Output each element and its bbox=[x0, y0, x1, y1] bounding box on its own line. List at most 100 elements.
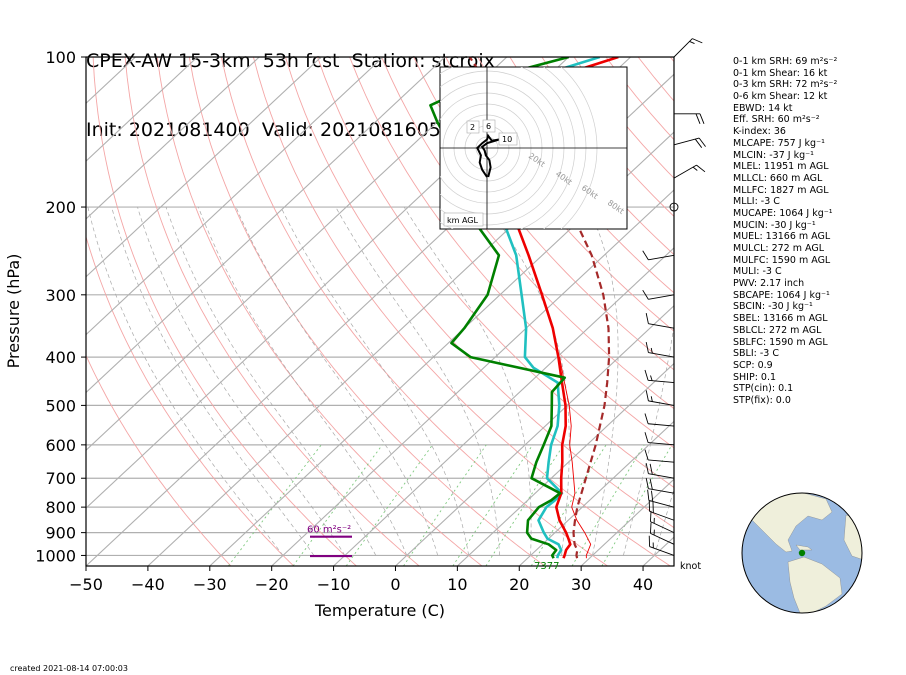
dry-adiabat bbox=[86, 235, 295, 566]
mixing-ratio-line bbox=[485, 444, 564, 566]
stat-line: 0-3 km SRH: 72 m²s⁻² bbox=[733, 79, 838, 91]
wind-barb bbox=[645, 390, 675, 406]
dry-adiabat bbox=[317, 57, 674, 489]
created-timestamp: created 2021-08-14 07:00:03 bbox=[10, 664, 128, 673]
station-marker bbox=[798, 549, 806, 557]
x-tick-label: 40 bbox=[633, 575, 653, 594]
stat-line: 0-1 km Shear: 16 kt bbox=[733, 67, 828, 79]
isotherm bbox=[271, 189, 674, 566]
moist-adiabat bbox=[111, 206, 315, 556]
x-tick-label: −30 bbox=[193, 575, 227, 594]
north-america-land bbox=[742, 493, 833, 553]
wind-unit-label: knot bbox=[680, 561, 701, 572]
x-tick-label: 30 bbox=[571, 575, 591, 594]
mixing-ratio-line bbox=[530, 444, 607, 566]
stat-line: SHIP: 0.1 bbox=[733, 371, 777, 383]
moist-adiabat bbox=[335, 206, 500, 556]
stat-line: MLCAPE: 757 J kg⁻¹ bbox=[733, 137, 825, 149]
hodograph-height-label: 10 bbox=[502, 135, 512, 144]
wind-barb bbox=[645, 341, 675, 358]
stat-line: MUEL: 13166 m AGL bbox=[733, 231, 831, 243]
isotherm bbox=[86, 57, 198, 162]
y-tick-label: 800 bbox=[45, 498, 76, 517]
x-tick-label: −20 bbox=[255, 575, 289, 594]
stat-line: MULI: -3 C bbox=[733, 266, 782, 278]
wind-barb bbox=[644, 413, 675, 427]
effective-srh-label: 60 m²s⁻² bbox=[307, 525, 351, 536]
stat-line: STP(cin): 0.1 bbox=[733, 383, 794, 395]
isotherm bbox=[580, 478, 674, 566]
stat-line: SBLI: -3 C bbox=[733, 348, 779, 360]
wind-barb bbox=[645, 313, 675, 329]
wind-barb bbox=[644, 449, 675, 463]
isotherm bbox=[395, 304, 674, 566]
stat-line: 0-6 km Shear: 12 kt bbox=[733, 91, 828, 103]
isotherm bbox=[518, 420, 674, 566]
stat-line: MLLI: -3 C bbox=[733, 196, 780, 208]
dry-adiabat bbox=[895, 57, 906, 566]
wind-barb bbox=[674, 113, 705, 124]
caribbean-land bbox=[795, 544, 813, 551]
wind-barb bbox=[647, 489, 675, 508]
dry-adiabat bbox=[477, 57, 674, 294]
hodograph-units-label: km AGL bbox=[447, 216, 479, 225]
stat-line: Eff. SRH: 60 m²s⁻² bbox=[733, 114, 820, 126]
stat-line: SCP: 0.9 bbox=[733, 359, 773, 371]
stats-panel: 0-1 km SRH: 69 m²s⁻² 0-1 km Shear: 16 kt 0… bbox=[733, 56, 837, 407]
wind-barb bbox=[644, 432, 675, 446]
wind-barb bbox=[673, 137, 706, 148]
moist-adiabat bbox=[87, 206, 284, 556]
dry-adiabat bbox=[124, 57, 420, 566]
wind-barb bbox=[645, 463, 675, 479]
wind-barb bbox=[673, 164, 706, 179]
moist-adiabat bbox=[623, 323, 674, 556]
y-tick-label: 300 bbox=[45, 286, 76, 305]
mixing-ratio-line bbox=[228, 444, 322, 566]
wind-barb bbox=[642, 250, 675, 261]
y-tick-label: 1000 bbox=[35, 546, 76, 565]
mixing-ratio-line bbox=[345, 444, 433, 566]
mixing-ratio-line bbox=[292, 444, 383, 566]
dry-adiabat bbox=[284, 57, 674, 529]
y-axis-label: Pressure (hPa) bbox=[4, 254, 23, 369]
y-tick-label: 400 bbox=[45, 348, 76, 367]
wind-barb bbox=[649, 522, 675, 545]
x-tick-label: −50 bbox=[69, 575, 103, 594]
wind-barb bbox=[649, 510, 675, 534]
dry-adiabat bbox=[92, 57, 357, 566]
moist-adiabat bbox=[165, 206, 377, 556]
wind-barb bbox=[644, 369, 675, 384]
lcl-label: 7377 bbox=[534, 561, 559, 572]
stat-line: SBLFC: 1590 m AGL bbox=[733, 336, 828, 348]
parcel-line bbox=[468, 57, 611, 559]
moist-adiabat bbox=[587, 206, 619, 556]
stat-line: MUCIN: -30 J kg⁻¹ bbox=[733, 219, 816, 231]
x-tick-label: 10 bbox=[447, 575, 467, 594]
dry-adiabat bbox=[381, 57, 674, 410]
x-axis-label: Temperature (C) bbox=[314, 601, 445, 620]
stat-line: K-index: 36 bbox=[733, 126, 786, 138]
stat-line: STP(fix): 0.0 bbox=[733, 394, 791, 406]
stat-line: SBCAPE: 1064 J kg⁻¹ bbox=[733, 289, 830, 301]
stat-line: MLLFC: 1827 m AGL bbox=[733, 184, 829, 196]
x-tick-label: −40 bbox=[131, 575, 165, 594]
isotherm bbox=[86, 57, 322, 278]
virtual-temperature-line bbox=[559, 357, 592, 559]
dry-adiabat bbox=[831, 57, 906, 566]
x-tick-label: −10 bbox=[317, 575, 351, 594]
isotherm bbox=[86, 57, 384, 336]
stat-line: EBWD: 14 kt bbox=[733, 102, 793, 114]
hodograph-trace bbox=[476, 133, 500, 178]
y-tick-label: 500 bbox=[45, 396, 76, 415]
isotherm bbox=[86, 57, 508, 452]
wind-barb bbox=[642, 289, 675, 300]
moist-adiabat bbox=[137, 206, 346, 556]
stat-line: SBLCL: 272 m AGL bbox=[733, 324, 822, 336]
mixing-ratio-line bbox=[601, 444, 673, 566]
isotherm bbox=[209, 131, 674, 566]
hodograph-height-label: 2 bbox=[470, 123, 475, 132]
y-tick-label: 600 bbox=[45, 436, 76, 455]
hodograph-height-label: 6 bbox=[486, 122, 491, 131]
mixing-ratio-line bbox=[403, 444, 487, 566]
dry-adiabat bbox=[863, 57, 906, 566]
